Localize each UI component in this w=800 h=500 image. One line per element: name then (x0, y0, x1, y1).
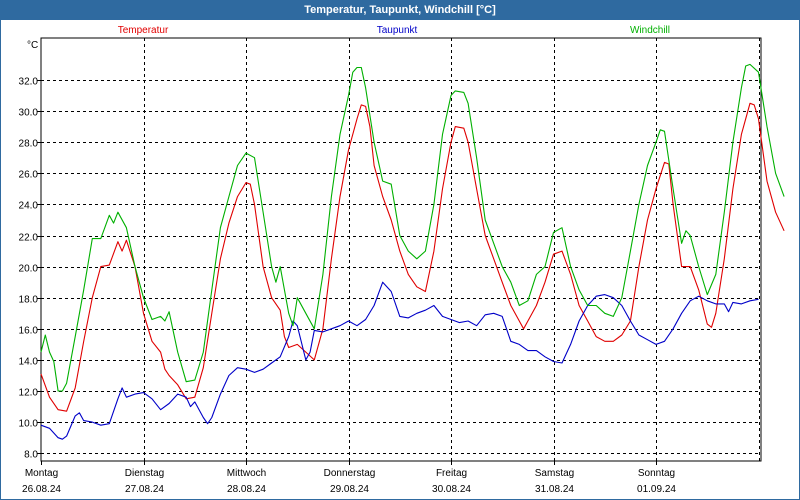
y-tick-label: 16.0 (19, 326, 39, 337)
y-tick-label: 32.0 (19, 77, 39, 88)
y-tick-label: 14.0 (19, 357, 39, 368)
x-tick-label-date: 30.08.24 (432, 484, 471, 495)
y-tick-label: 8.0 (24, 450, 38, 461)
y-tick-label: 20.0 (19, 264, 39, 275)
x-tick-label-day: Donnerstag (324, 468, 376, 479)
plot-area (40, 37, 762, 462)
y-tick-label: 28.0 (19, 139, 39, 150)
x-tick-label-date: 01.09.24 (637, 484, 676, 495)
x-tick-label-day: Mittwoch (227, 468, 266, 479)
y-tick-label: 18.0 (19, 295, 39, 306)
y-tick-label: 12.0 (19, 388, 39, 399)
x-tick-label-day: Montag (25, 468, 58, 479)
series-line-taupunkt (40, 281, 759, 440)
x-tick-label-day: Dienstag (125, 468, 164, 479)
y-tick-label: 22.0 (19, 233, 39, 244)
x-tick-label-date: 28.08.24 (227, 484, 266, 495)
legend-temperatur: Temperatur (118, 25, 169, 36)
x-tick-label-date: 31.08.24 (535, 484, 574, 495)
y-tick-label: 10.0 (19, 419, 39, 430)
y-tick-label: 24.0 (19, 201, 39, 212)
y-axis-label: °C (27, 40, 38, 51)
y-tick-label: 26.0 (19, 170, 39, 181)
legend-windchill: Windchill (630, 25, 670, 36)
legend-taupunkt: Taupunkt (377, 25, 418, 36)
chart-title: Temperatur, Taupunkt, Windchill [°C] (1, 1, 799, 20)
x-tick-label-date: 29.08.24 (330, 484, 369, 495)
x-tick-label-day: Freitag (436, 468, 467, 479)
x-tick-label-date: 26.08.24 (22, 484, 61, 495)
series-line-temperatur (40, 102, 785, 412)
x-tick-label-date: 27.08.24 (125, 484, 164, 495)
series-line-windchill (40, 63, 785, 392)
x-tick-label-day: Sonntag (638, 468, 675, 479)
y-tick-label: 30.0 (19, 108, 39, 119)
x-tick-label-day: Samstag (535, 468, 574, 479)
